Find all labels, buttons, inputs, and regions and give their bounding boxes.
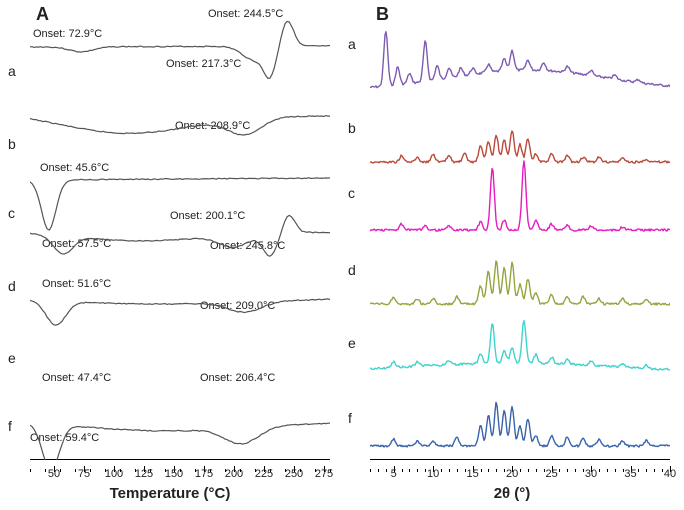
panel-b: B a b c d e f 510152025303540 2θ (°) [340,0,684,510]
panel-a: A a b c d e f Onset: 72.9°C Onset: 244.5… [0,0,340,510]
trace-label-c: c [8,205,15,221]
panel-b-xtitle: 2θ (°) [340,485,684,502]
trace-label-b-d: d [348,262,356,278]
panel-b-svg [370,12,670,460]
figure-root: A a b c d e f Onset: 72.9°C Onset: 244.5… [0,0,684,510]
trace-label-b: b [8,136,16,152]
trace-label-b-c: c [348,185,355,201]
trace-label-a: a [8,63,16,79]
trace-label-b-e: e [348,335,356,351]
trace-label-b-b: b [348,120,356,136]
panel-a-svg [30,12,330,460]
trace-label-e: e [8,350,16,366]
trace-label-f: f [8,418,12,434]
panel-a-xtitle: Temperature (°C) [0,485,340,502]
panel-a-plot [30,12,330,460]
trace-label-b-a: a [348,36,356,52]
trace-label-d: d [8,278,16,294]
panel-b-plot [370,12,670,460]
trace-label-b-f: f [348,410,352,426]
panel-a-ticks: 5075100125150175200225250275 [30,460,330,472]
panel-b-ticks: 510152025303540 [370,460,670,472]
